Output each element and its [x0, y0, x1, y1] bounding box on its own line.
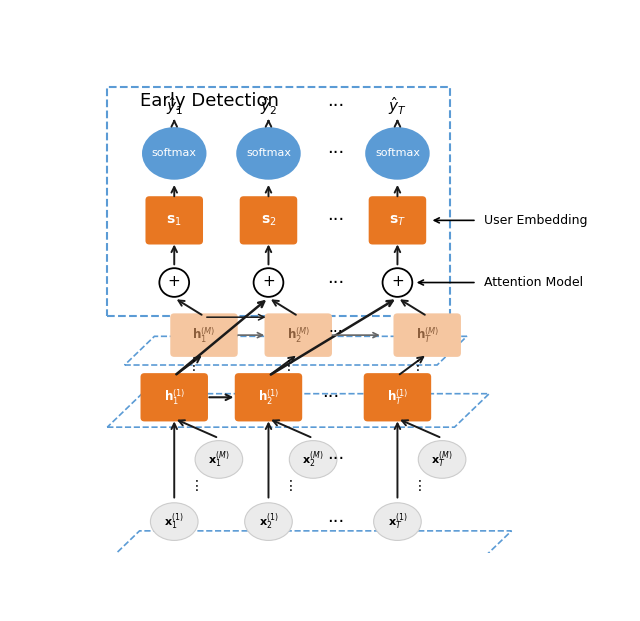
Ellipse shape [236, 127, 301, 179]
Ellipse shape [142, 127, 207, 179]
Text: $\hat{y}_1$: $\hat{y}_1$ [166, 94, 183, 117]
Text: $\mathbf{s}_1$: $\mathbf{s}_1$ [166, 213, 182, 227]
Text: ···: ··· [322, 388, 339, 406]
Circle shape [159, 268, 189, 297]
Text: $\mathbf{x}_1^{(M)}$: $\mathbf{x}_1^{(M)}$ [208, 449, 230, 470]
Ellipse shape [150, 503, 198, 540]
Ellipse shape [374, 503, 421, 540]
Ellipse shape [195, 441, 243, 478]
Text: softmax: softmax [375, 148, 420, 158]
FancyBboxPatch shape [364, 373, 431, 422]
Text: ⋮: ⋮ [282, 359, 295, 373]
Ellipse shape [419, 441, 466, 478]
Text: softmax: softmax [152, 148, 196, 158]
Text: $\mathbf{h}_T^{(M)}$: $\mathbf{h}_T^{(M)}$ [415, 325, 439, 345]
Text: $\mathbf{h}_T^{(1)}$: $\mathbf{h}_T^{(1)}$ [387, 388, 408, 407]
Text: $\mathbf{h}_1^{(1)}$: $\mathbf{h}_1^{(1)}$ [163, 388, 185, 407]
Text: $\mathbf{h}_2^{(M)}$: $\mathbf{h}_2^{(M)}$ [287, 325, 310, 345]
Text: $\mathbf{s}_2$: $\mathbf{s}_2$ [260, 213, 276, 227]
Text: ···: ··· [327, 450, 344, 468]
Text: User Embedding: User Embedding [484, 214, 588, 227]
Text: $\mathbf{x}_1^{(1)}$: $\mathbf{x}_1^{(1)}$ [164, 511, 184, 532]
FancyBboxPatch shape [235, 373, 302, 422]
Ellipse shape [365, 127, 429, 179]
Text: $\mathbf{x}_T^{(1)}$: $\mathbf{x}_T^{(1)}$ [388, 511, 407, 532]
Text: $\mathbf{x}_2^{(1)}$: $\mathbf{x}_2^{(1)}$ [259, 511, 278, 532]
Text: ⋮: ⋮ [413, 479, 427, 492]
FancyBboxPatch shape [141, 373, 208, 422]
Text: softmax: softmax [246, 148, 291, 158]
FancyBboxPatch shape [145, 196, 203, 245]
Text: +: + [391, 274, 404, 289]
Text: ···: ··· [327, 97, 344, 115]
Text: $\mathbf{x}_2^{(M)}$: $\mathbf{x}_2^{(M)}$ [303, 449, 324, 470]
FancyBboxPatch shape [394, 314, 461, 357]
Text: $\mathbf{x}_T^{(M)}$: $\mathbf{x}_T^{(M)}$ [431, 449, 452, 470]
Text: $\hat{y}_T$: $\hat{y}_T$ [388, 94, 407, 117]
Text: ⋮: ⋮ [189, 479, 204, 492]
Ellipse shape [289, 441, 337, 478]
Text: +: + [262, 274, 275, 289]
Text: ···: ··· [327, 211, 344, 229]
Text: $\mathbf{s}_T$: $\mathbf{s}_T$ [389, 213, 406, 227]
FancyBboxPatch shape [369, 196, 426, 245]
Text: ···: ··· [327, 273, 344, 291]
Text: ⋮: ⋮ [187, 359, 201, 373]
FancyBboxPatch shape [264, 314, 332, 357]
Ellipse shape [244, 503, 292, 540]
Text: Attention Model: Attention Model [484, 276, 584, 289]
Text: ···: ··· [327, 145, 344, 163]
Circle shape [253, 268, 284, 297]
Text: $\hat{y}_2$: $\hat{y}_2$ [260, 94, 277, 117]
FancyBboxPatch shape [240, 196, 297, 245]
Text: ···: ··· [328, 325, 343, 340]
Text: ···: ··· [327, 512, 344, 530]
FancyBboxPatch shape [170, 314, 237, 357]
FancyBboxPatch shape [108, 88, 449, 316]
Text: Early Detection: Early Detection [140, 92, 278, 110]
Text: ⋮: ⋮ [410, 359, 424, 373]
Text: +: + [168, 274, 180, 289]
Circle shape [383, 268, 412, 297]
Text: $\mathbf{h}_1^{(M)}$: $\mathbf{h}_1^{(M)}$ [193, 325, 216, 345]
Text: ⋮: ⋮ [284, 479, 298, 492]
Text: $\mathbf{h}_2^{(1)}$: $\mathbf{h}_2^{(1)}$ [258, 388, 279, 407]
